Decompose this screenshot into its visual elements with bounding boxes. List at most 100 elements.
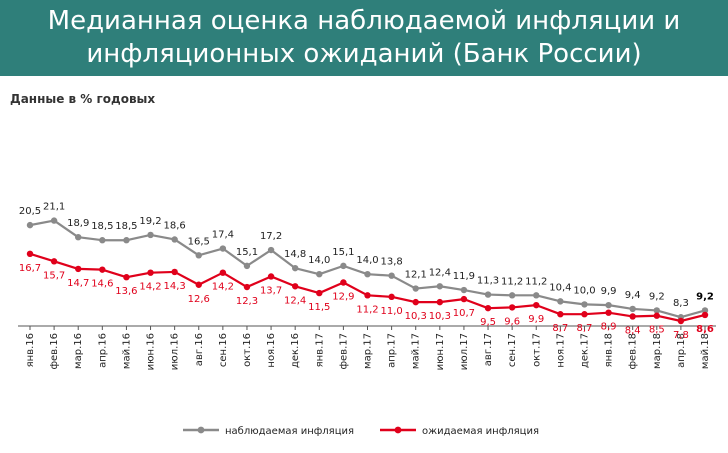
x-tick-label: мар.18: [652, 333, 663, 369]
observed-data-label: 15,1: [332, 247, 354, 258]
expected-data-label: 12,6: [188, 294, 210, 305]
x-tick-label: дек.16: [290, 333, 301, 368]
observed-data-label: 13,8: [380, 257, 402, 268]
expected-point: [50, 258, 58, 265]
observed-data-label: 11,9: [453, 271, 475, 282]
x-tick-label: ноя.17: [555, 333, 566, 368]
expected-data-label: 12,4: [284, 295, 306, 306]
expected-point: [605, 309, 612, 316]
x-tick-label: сен.17: [507, 333, 518, 367]
x-tick-label: май.18: [700, 333, 711, 369]
expected-point: [195, 281, 202, 288]
series-observed: 20,5 21,118,9 18,5 18,5 19,2 18,616,517,415,1…: [19, 202, 714, 321]
observed-data-label: 9,9: [601, 286, 617, 297]
observed-data-label: 9,2: [649, 291, 665, 302]
x-tick-label: фев.17: [338, 333, 349, 370]
x-axis-ticks: янв.16 фев.16 мар.16 апр.16 май.16 июн.16 июл.…: [25, 326, 711, 370]
expected-point: [460, 295, 468, 303]
observed-point: [701, 307, 709, 314]
observed-point: [653, 307, 660, 314]
expected-point: [677, 317, 685, 325]
observed-data-label: 12,4: [429, 267, 451, 278]
expected-data-label: 12,3: [236, 296, 258, 307]
expected-data-label: 9,6: [504, 316, 520, 327]
expected-data-label: 8,5: [649, 325, 665, 336]
expected-point: [484, 304, 492, 312]
observed-data-label: 10,0: [573, 285, 595, 296]
legend: наблюдаемая инфляция ожидаемая инфляция: [183, 426, 539, 437]
expected-data-label: 13,7: [260, 285, 282, 296]
expected-data-label: 10,3: [429, 311, 451, 322]
observed-point: [267, 246, 275, 254]
expected-point: [219, 269, 227, 276]
expected-data-label: 15,7: [43, 270, 65, 281]
observed-data-label: 9,2: [696, 291, 714, 302]
x-tick-label: апр.16: [97, 333, 108, 368]
x-tick-label: апр.17: [387, 333, 398, 368]
observed-point: [388, 272, 395, 279]
observed-data-label: 20,5: [19, 206, 41, 217]
legend-item-expected: ожидаемая инфляция: [380, 426, 539, 437]
x-tick-label: июн.16: [146, 333, 157, 370]
observed-data-label: 18,9: [67, 218, 89, 229]
observed-point: [557, 298, 564, 305]
observed-data-label: 11,2: [525, 276, 547, 287]
observed-data-label: 19,2: [139, 216, 161, 227]
x-tick-label: июл.16: [170, 333, 181, 370]
observed-data-label: 18,5: [91, 221, 113, 232]
expected-point: [171, 268, 178, 276]
observed-data-label: 14,0: [308, 255, 330, 266]
expected-point: [412, 298, 419, 306]
observed-point: [629, 305, 636, 313]
expected-data-label: 10,3: [405, 311, 427, 322]
expected-point: [653, 312, 660, 319]
x-tick-label: мар.16: [73, 333, 84, 369]
series-layer: 20,5 21,118,9 18,5 18,5 19,2 18,616,517,415,1…: [19, 202, 714, 341]
expected-point: [147, 269, 154, 276]
observed-point: [26, 221, 34, 229]
expected-point: [99, 266, 106, 273]
expected-point: [291, 283, 299, 290]
expected-point: [243, 283, 251, 291]
expected-point: [267, 273, 275, 280]
x-tick-label: окт.16: [242, 333, 253, 367]
expected-data-label: 11,2: [356, 304, 378, 315]
expected-point: [388, 293, 395, 301]
observed-point: [508, 292, 516, 299]
observed-point: [484, 291, 492, 298]
expected-data-label: 9,9: [528, 314, 544, 325]
observed-point: [75, 233, 82, 241]
observed-point: [195, 252, 202, 259]
x-tick-label: янв.18: [604, 333, 615, 367]
expected-data-label: 14,2: [139, 282, 161, 293]
expected-data-label: 16,7: [19, 263, 41, 274]
x-tick-label: янв.16: [25, 333, 36, 367]
observed-point: [243, 262, 251, 270]
series-expected: 16,715,714,7 14,613,6 14,2 14,312,614,212,3…: [19, 250, 714, 341]
observed-data-label: 14,8: [284, 249, 306, 260]
observed-data-label: 11,3: [477, 276, 499, 287]
expected-data-label: 8,7: [552, 323, 568, 334]
x-tick-label: окт.17: [531, 333, 542, 367]
observed-data-label: 18,6: [164, 220, 186, 231]
observed-data-label: 12,1: [405, 270, 427, 281]
observed-point: [147, 231, 154, 239]
expected-data-label: 11,5: [308, 302, 330, 313]
expected-point: [123, 274, 130, 281]
observed-data-label: 17,2: [260, 231, 282, 242]
observed-line: [29, 219, 706, 319]
observed-point: [99, 237, 106, 244]
x-tick-label: сен.16: [218, 333, 229, 367]
expected-point: [75, 265, 82, 273]
observed-data-label: 15,1: [236, 247, 258, 258]
x-tick-label: май.17: [411, 333, 422, 369]
observed-point: [316, 270, 323, 278]
x-tick-label: ноя.16: [266, 333, 277, 368]
expected-data-label: 14,6: [91, 279, 113, 290]
x-tick-label: мар.17: [363, 333, 374, 369]
expected-data-label: 8,4: [625, 325, 641, 336]
x-tick-label: авг.17: [483, 333, 494, 366]
observed-point: [605, 301, 612, 309]
observed-data-label: 21,1: [43, 202, 65, 213]
